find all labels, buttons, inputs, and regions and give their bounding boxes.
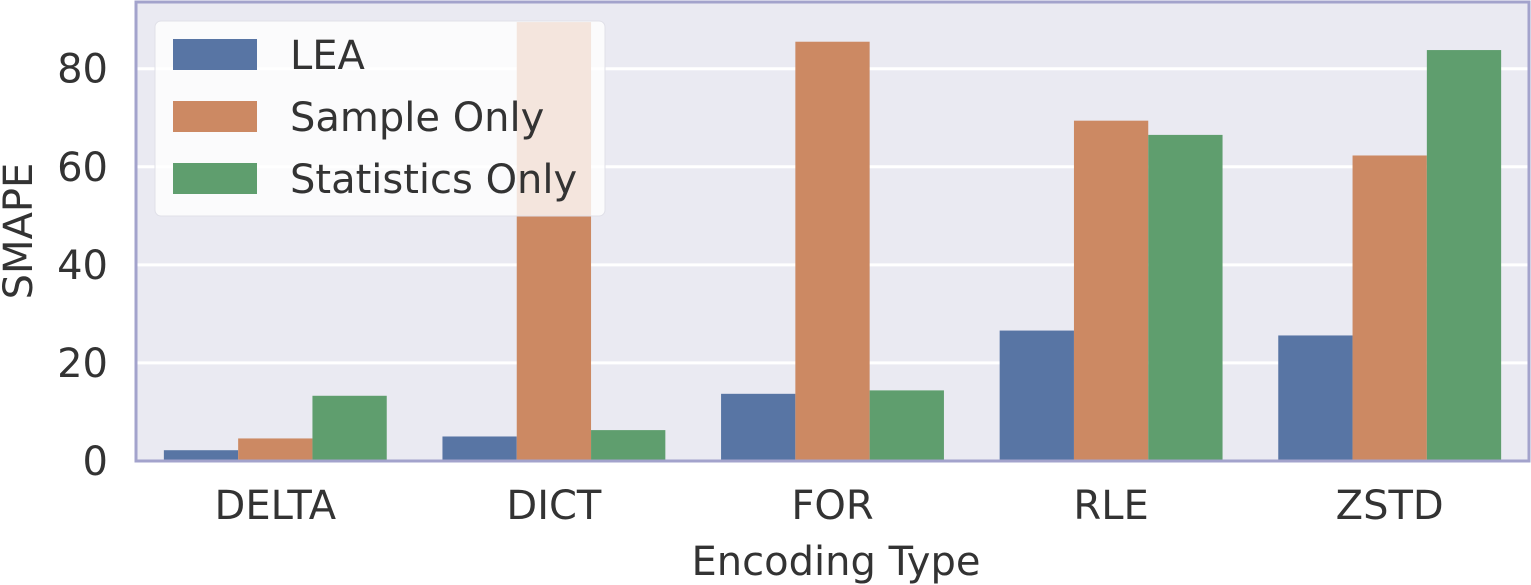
- bar: [163, 450, 239, 461]
- legend: LEA Sample Only Statistics Only: [154, 20, 606, 217]
- bars: [163, 22, 1502, 462]
- bar: [238, 438, 313, 461]
- legend-label: Statistics Only: [290, 157, 577, 203]
- x-axis-ticks: DELTA DICT FOR RLE ZSTD: [215, 483, 1444, 529]
- bar: [1073, 120, 1149, 461]
- legend-swatch: [173, 39, 257, 70]
- x-tick-label: DELTA: [215, 483, 337, 529]
- y-axis-ticks: 0 20 40 60 80: [57, 47, 108, 485]
- y-tick-label: 60: [57, 145, 108, 191]
- y-tick-label: 20: [57, 341, 108, 387]
- bar: [1352, 155, 1427, 461]
- x-tick-label: RLE: [1073, 483, 1148, 529]
- x-tick-label: ZSTD: [1336, 483, 1444, 529]
- bar: [795, 41, 870, 461]
- bar: [721, 393, 796, 461]
- y-axis-label: SMAPE: [0, 163, 42, 300]
- bar: [442, 436, 517, 461]
- x-tick-label: FOR: [791, 483, 873, 529]
- y-tick-label: 0: [83, 439, 108, 485]
- bar: [869, 390, 944, 461]
- legend-label: Sample Only: [290, 95, 544, 141]
- bar: [591, 430, 666, 461]
- plot-frame: [134, 0, 1531, 463]
- y-tick-label: 80: [57, 47, 108, 93]
- x-tick-label: DICT: [506, 483, 602, 529]
- bar: [999, 330, 1074, 461]
- legend-box: [154, 20, 606, 217]
- bar: [1426, 50, 1502, 462]
- bar: [1278, 335, 1353, 461]
- legend-label: LEA: [290, 33, 366, 79]
- y-tick-label: 40: [57, 243, 108, 289]
- bar: [1148, 134, 1223, 461]
- bar: [312, 395, 387, 461]
- legend-swatch: [173, 163, 257, 194]
- x-axis-label: Encoding Type: [692, 539, 981, 585]
- legend-swatch: [173, 101, 257, 132]
